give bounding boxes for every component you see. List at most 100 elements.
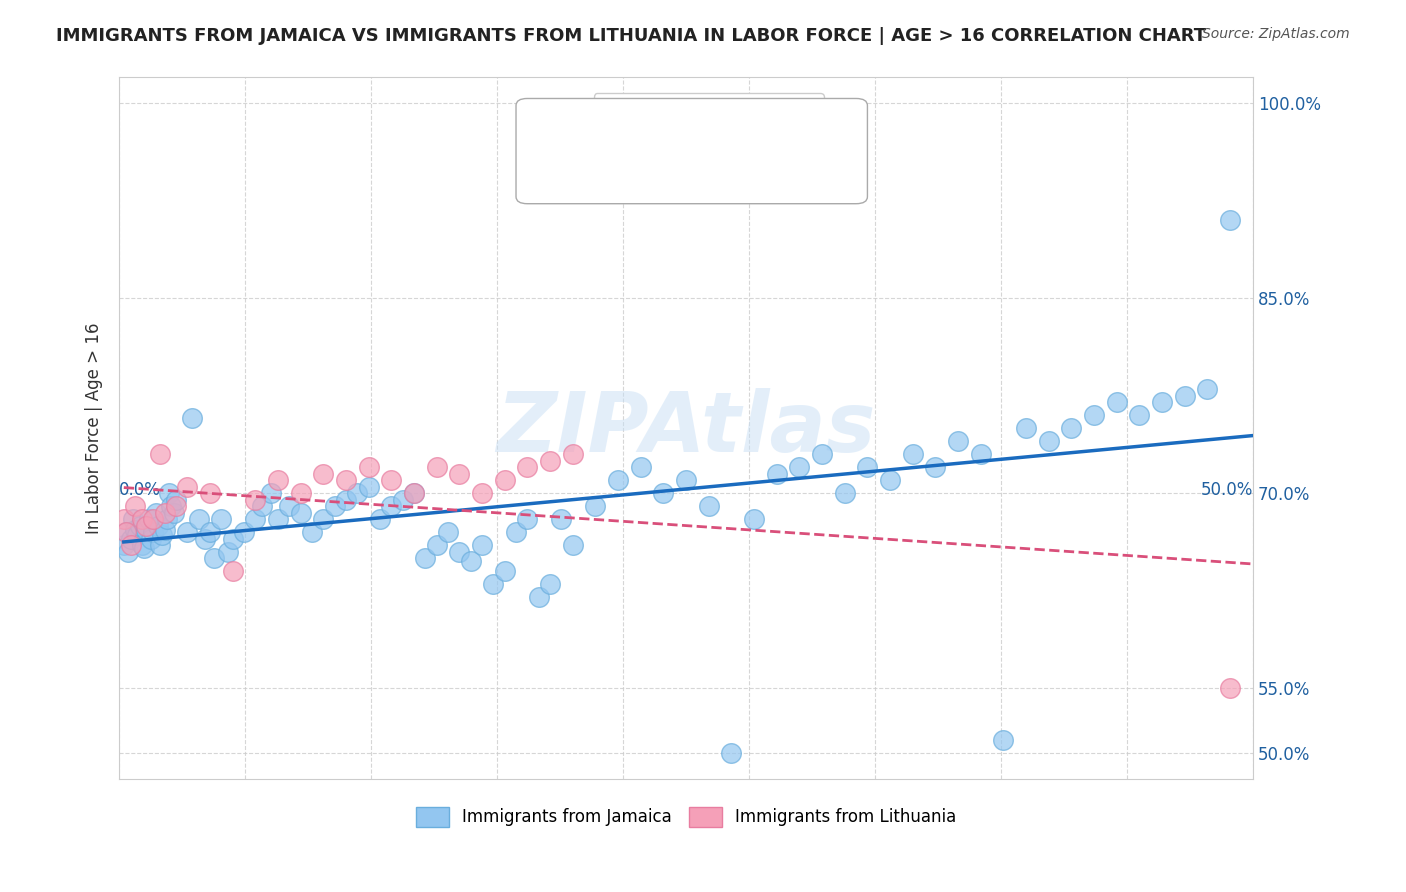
- Immigrants from Jamaica: [260, 486, 283, 500]
- Immigrants from Jamaica: [278, 499, 301, 513]
- Immigrants from Jamaica: [1105, 395, 1128, 409]
- Immigrants from Jamaica: [1038, 434, 1060, 449]
- Immigrants from Jamaica: [561, 538, 583, 552]
- Immigrants from Jamaica: [187, 512, 209, 526]
- Immigrants from Jamaica: [789, 460, 811, 475]
- Immigrants from Jamaica: [160, 499, 183, 513]
- Immigrants from Jamaica: [505, 525, 527, 540]
- Immigrants from Lithuania: [494, 473, 516, 487]
- Immigrants from Lithuania: [198, 486, 221, 500]
- Immigrants from Jamaica: [176, 525, 198, 540]
- Immigrants from Jamaica: [312, 512, 335, 526]
- Immigrants from Jamaica: [145, 506, 167, 520]
- Immigrants from Jamaica: [460, 554, 482, 568]
- Immigrants from Jamaica: [194, 532, 217, 546]
- Immigrants from Jamaica: [368, 512, 391, 526]
- Immigrants from Lithuania: [153, 506, 176, 520]
- Immigrants from Jamaica: [163, 506, 186, 520]
- Immigrants from Lithuania: [471, 486, 494, 500]
- Immigrants from Jamaica: [993, 733, 1015, 747]
- Immigrants from Jamaica: [267, 512, 290, 526]
- Immigrants from Jamaica: [209, 512, 232, 526]
- Immigrants from Jamaica: [970, 447, 993, 461]
- Immigrants from Lithuania: [1219, 681, 1241, 695]
- Immigrants from Lithuania: [245, 492, 267, 507]
- Immigrants from Lithuania: [135, 518, 157, 533]
- Immigrants from Lithuania: [165, 499, 187, 513]
- Immigrants from Lithuania: [149, 447, 172, 461]
- Immigrants from Jamaica: [1128, 408, 1150, 422]
- Immigrants from Jamaica: [198, 525, 221, 540]
- Immigrants from Jamaica: [290, 506, 312, 520]
- Immigrants from Jamaica: [538, 577, 561, 591]
- Immigrants from Lithuania: [142, 512, 165, 526]
- Immigrants from Jamaica: [834, 486, 856, 500]
- Immigrants from Jamaica: [323, 499, 346, 513]
- Immigrants from Jamaica: [245, 512, 267, 526]
- Immigrants from Jamaica: [221, 532, 243, 546]
- Immigrants from Lithuania: [357, 460, 380, 475]
- Immigrants from Jamaica: [516, 512, 538, 526]
- Immigrants from Jamaica: [122, 512, 145, 526]
- FancyBboxPatch shape: [516, 98, 868, 203]
- Immigrants from Jamaica: [120, 532, 142, 546]
- Immigrants from Jamaica: [1015, 421, 1038, 435]
- Immigrants from Jamaica: [494, 564, 516, 578]
- Immigrants from Jamaica: [720, 746, 742, 760]
- Immigrants from Jamaica: [112, 538, 135, 552]
- Immigrants from Jamaica: [1083, 408, 1105, 422]
- Immigrants from Lithuania: [124, 499, 146, 513]
- Immigrants from Jamaica: [1174, 389, 1197, 403]
- Immigrants from Jamaica: [675, 473, 697, 487]
- Immigrants from Jamaica: [924, 460, 946, 475]
- Text: 0.0%: 0.0%: [120, 481, 162, 499]
- Immigrants from Lithuania: [312, 467, 335, 481]
- Immigrants from Jamaica: [879, 473, 901, 487]
- Immigrants from Jamaica: [652, 486, 675, 500]
- Immigrants from Jamaica: [142, 525, 165, 540]
- Immigrants from Jamaica: [583, 499, 606, 513]
- Immigrants from Jamaica: [449, 544, 471, 558]
- Immigrants from Lithuania: [131, 512, 153, 526]
- Immigrants from Jamaica: [150, 527, 173, 541]
- Immigrants from Jamaica: [380, 499, 402, 513]
- Immigrants from Lithuania: [426, 460, 449, 475]
- Immigrants from Jamaica: [550, 512, 572, 526]
- Immigrants from Lithuania: [335, 473, 357, 487]
- Immigrants from Jamaica: [180, 410, 202, 425]
- Immigrants from Lithuania: [112, 512, 135, 526]
- Immigrants from Jamaica: [607, 473, 630, 487]
- Immigrants from Jamaica: [131, 538, 153, 552]
- Immigrants from Jamaica: [301, 525, 323, 540]
- Immigrants from Jamaica: [217, 544, 239, 558]
- Immigrants from Jamaica: [153, 523, 176, 537]
- Immigrants from Jamaica: [138, 512, 160, 526]
- Immigrants from Lithuania: [115, 525, 138, 540]
- Immigrants from Jamaica: [482, 577, 505, 591]
- Immigrants from Jamaica: [1219, 213, 1241, 227]
- Immigrants from Jamaica: [630, 460, 652, 475]
- Immigrants from Lithuania: [561, 447, 583, 461]
- Immigrants from Jamaica: [391, 492, 413, 507]
- Immigrants from Jamaica: [165, 492, 187, 507]
- Immigrants from Lithuania: [176, 480, 198, 494]
- Immigrants from Jamaica: [146, 518, 169, 533]
- Immigrants from Jamaica: [471, 538, 494, 552]
- Immigrants from Jamaica: [204, 551, 226, 566]
- Immigrants from Jamaica: [856, 460, 879, 475]
- Text: Source: ZipAtlas.com: Source: ZipAtlas.com: [1202, 27, 1350, 41]
- Immigrants from Lithuania: [402, 486, 425, 500]
- Immigrants from Jamaica: [1197, 382, 1219, 396]
- Immigrants from Jamaica: [901, 447, 924, 461]
- Immigrants from Jamaica: [415, 551, 437, 566]
- Immigrants from Jamaica: [233, 525, 256, 540]
- Immigrants from Lithuania: [221, 564, 243, 578]
- Immigrants from Jamaica: [157, 486, 180, 500]
- Immigrants from Jamaica: [135, 523, 157, 537]
- Immigrants from Jamaica: [115, 525, 138, 540]
- Immigrants from Lithuania: [516, 460, 538, 475]
- Immigrants from Jamaica: [149, 538, 172, 552]
- Y-axis label: In Labor Force | Age > 16: In Labor Force | Age > 16: [86, 322, 103, 534]
- Immigrants from Lithuania: [120, 538, 142, 552]
- Immigrants from Jamaica: [697, 499, 720, 513]
